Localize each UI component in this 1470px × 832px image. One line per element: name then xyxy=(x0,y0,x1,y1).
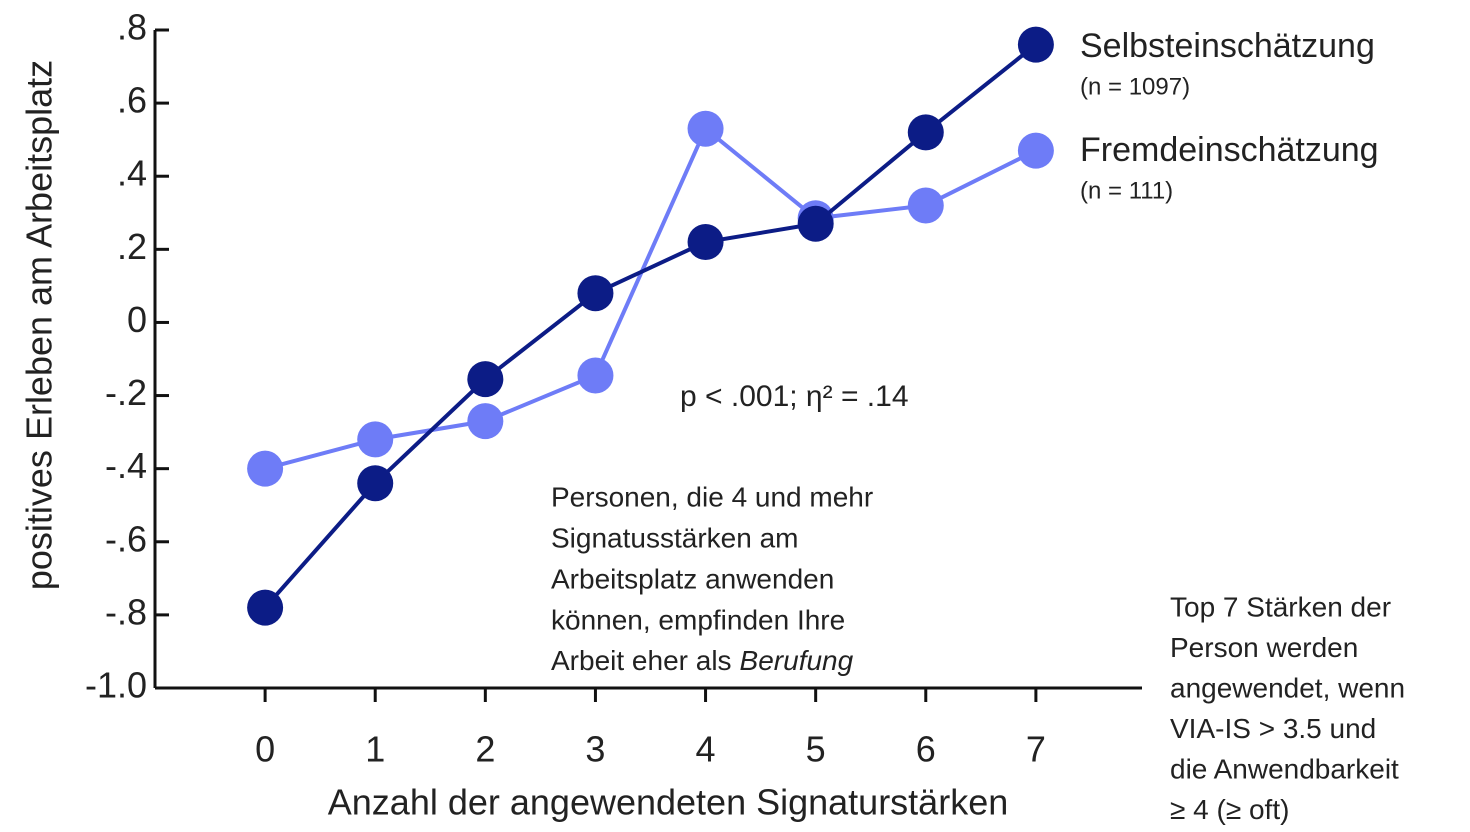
point xyxy=(907,187,944,224)
y-tick-label: .4 xyxy=(117,153,147,194)
x-tick-label: 3 xyxy=(585,729,605,770)
stat-annotation: p < .001; η² = .14 xyxy=(680,380,909,413)
y-tick-label: 0 xyxy=(127,299,147,340)
point xyxy=(357,421,394,458)
x-axis-title: Anzahl der angewendeten Signaturstärken xyxy=(328,782,1008,823)
y-tick-label: -.6 xyxy=(105,518,147,559)
annotation-line: Personen, die 4 und mehr xyxy=(551,481,873,512)
x-tick-label: 2 xyxy=(475,729,495,770)
point xyxy=(247,589,284,626)
y-tick-label: -.8 xyxy=(105,591,147,632)
annotation-text: Arbeit eher als xyxy=(551,645,732,676)
point xyxy=(467,361,504,398)
point xyxy=(907,114,944,151)
legend-label: Fremdeinschätzung xyxy=(1080,131,1379,169)
point xyxy=(797,205,834,242)
side-note-line: Top 7 Stärken der xyxy=(1170,591,1391,622)
y-tick-label: .6 xyxy=(117,80,147,121)
y-axis-title: positives Erleben am Arbeitsplatz xyxy=(19,60,60,590)
legend-note: (n = 1097) xyxy=(1080,73,1190,100)
side-note-line: Person werden xyxy=(1170,632,1358,663)
series-line xyxy=(263,43,1038,609)
annotation-emphasis: Berufung xyxy=(740,645,854,676)
x-tick-label: 5 xyxy=(806,729,826,770)
point xyxy=(687,224,724,261)
x-tick-label: 4 xyxy=(696,729,716,770)
y-tick-label: .8 xyxy=(117,7,147,48)
point xyxy=(1017,26,1054,63)
x-tick-label: 7 xyxy=(1026,729,1046,770)
point xyxy=(247,450,284,487)
side-note-line: angewendet, wenn xyxy=(1170,672,1405,703)
point xyxy=(1017,132,1054,169)
legend-note: (n = 111) xyxy=(1080,177,1173,204)
x-tick-label: 0 xyxy=(255,729,275,770)
point xyxy=(467,403,504,440)
x-tick-label: 1 xyxy=(365,729,385,770)
point xyxy=(577,357,614,394)
point xyxy=(357,465,394,502)
annotation-line: Signatusstärken am xyxy=(551,522,798,553)
point xyxy=(577,275,614,312)
point xyxy=(687,110,724,147)
legend-label: Selbsteinschätzung xyxy=(1080,27,1375,65)
side-note-line: die Anwendbarkeit xyxy=(1170,753,1399,784)
y-tick-label: -.4 xyxy=(105,445,147,486)
annotation-line: können, empfinden Ihre xyxy=(551,604,845,635)
series-line xyxy=(264,125,1037,471)
x-tick-label: 6 xyxy=(916,729,936,770)
y-tick-label: -.2 xyxy=(105,372,147,413)
annotation-line: Arbeitsplatz anwenden xyxy=(551,563,834,594)
side-note-line: ≥ 4 (≥ oft) xyxy=(1170,794,1289,825)
y-tick-label: .2 xyxy=(117,226,147,267)
side-note-line: VIA-IS > 3.5 und xyxy=(1170,713,1376,744)
y-tick-label: -1.0 xyxy=(85,665,147,706)
annotation-line: Arbeit eher als Berufung xyxy=(551,645,854,676)
